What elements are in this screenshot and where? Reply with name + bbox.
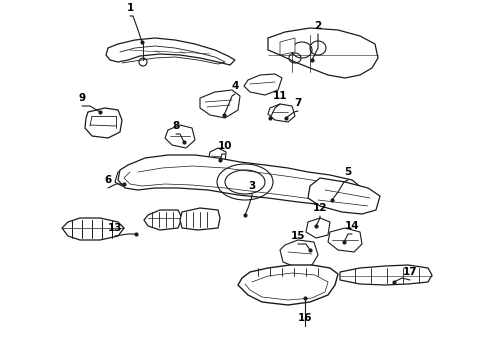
Polygon shape bbox=[200, 90, 240, 118]
Text: 12: 12 bbox=[313, 203, 327, 213]
Text: 14: 14 bbox=[344, 221, 359, 231]
Text: 11: 11 bbox=[273, 91, 287, 101]
Polygon shape bbox=[308, 178, 380, 214]
Polygon shape bbox=[62, 218, 124, 240]
Polygon shape bbox=[268, 28, 378, 78]
Polygon shape bbox=[340, 265, 432, 285]
Polygon shape bbox=[238, 265, 338, 305]
Polygon shape bbox=[106, 38, 235, 65]
Polygon shape bbox=[115, 168, 135, 186]
Polygon shape bbox=[306, 218, 330, 238]
Text: 1: 1 bbox=[126, 3, 134, 13]
Polygon shape bbox=[165, 125, 195, 148]
Polygon shape bbox=[328, 228, 362, 252]
Text: 13: 13 bbox=[108, 223, 122, 233]
Polygon shape bbox=[244, 74, 282, 95]
Polygon shape bbox=[280, 38, 295, 55]
Polygon shape bbox=[85, 108, 122, 138]
Polygon shape bbox=[118, 155, 362, 205]
Polygon shape bbox=[268, 104, 295, 122]
Text: 16: 16 bbox=[298, 313, 312, 323]
Text: 17: 17 bbox=[403, 267, 417, 277]
Polygon shape bbox=[208, 148, 226, 168]
Text: 7: 7 bbox=[294, 98, 302, 108]
Text: 5: 5 bbox=[344, 167, 352, 177]
Polygon shape bbox=[280, 240, 318, 268]
Polygon shape bbox=[144, 210, 182, 230]
Text: 15: 15 bbox=[291, 231, 305, 241]
Text: 4: 4 bbox=[231, 81, 239, 91]
Text: 10: 10 bbox=[218, 141, 232, 151]
Text: 9: 9 bbox=[78, 93, 86, 103]
Text: 6: 6 bbox=[104, 175, 112, 185]
Text: 2: 2 bbox=[315, 21, 321, 31]
Text: 8: 8 bbox=[172, 121, 180, 131]
Text: 3: 3 bbox=[248, 181, 256, 191]
Polygon shape bbox=[180, 208, 220, 230]
